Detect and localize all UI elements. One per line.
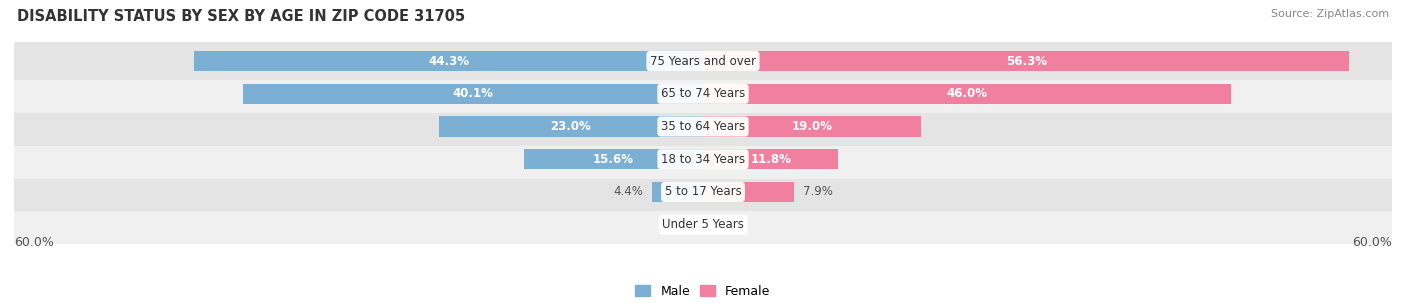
Bar: [14, 107, 1392, 146]
Text: 60.0%: 60.0%: [1353, 236, 1392, 249]
Text: 75 Years and over: 75 Years and over: [650, 54, 756, 67]
Bar: [524, 149, 703, 169]
Bar: [703, 84, 1232, 104]
Text: 4.4%: 4.4%: [613, 185, 644, 199]
Text: 46.0%: 46.0%: [946, 87, 987, 100]
Bar: [14, 74, 1392, 113]
Text: 15.6%: 15.6%: [593, 153, 634, 166]
Text: 23.0%: 23.0%: [551, 120, 592, 133]
Text: 65 to 74 Years: 65 to 74 Years: [661, 87, 745, 100]
Bar: [194, 51, 703, 71]
Bar: [439, 116, 703, 137]
Legend: Male, Female: Male, Female: [630, 280, 776, 302]
Bar: [14, 173, 1392, 211]
Text: 19.0%: 19.0%: [792, 120, 832, 133]
Text: 35 to 64 Years: 35 to 64 Years: [661, 120, 745, 133]
Text: Under 5 Years: Under 5 Years: [662, 218, 744, 231]
Bar: [652, 182, 703, 202]
Text: 44.3%: 44.3%: [429, 54, 470, 67]
Text: 7.9%: 7.9%: [803, 185, 832, 199]
Bar: [703, 51, 1350, 71]
Bar: [14, 42, 1392, 80]
Bar: [703, 182, 794, 202]
Text: 60.0%: 60.0%: [14, 236, 53, 249]
Text: 5 to 17 Years: 5 to 17 Years: [665, 185, 741, 199]
Text: 56.3%: 56.3%: [1005, 54, 1046, 67]
Text: Source: ZipAtlas.com: Source: ZipAtlas.com: [1271, 9, 1389, 19]
Bar: [243, 84, 703, 104]
Bar: [14, 206, 1392, 244]
Text: 40.1%: 40.1%: [453, 87, 494, 100]
Text: 0.0%: 0.0%: [664, 218, 693, 231]
Text: 18 to 34 Years: 18 to 34 Years: [661, 153, 745, 166]
Text: DISABILITY STATUS BY SEX BY AGE IN ZIP CODE 31705: DISABILITY STATUS BY SEX BY AGE IN ZIP C…: [17, 9, 465, 24]
Bar: [703, 149, 838, 169]
Text: 11.8%: 11.8%: [751, 153, 792, 166]
Bar: [703, 116, 921, 137]
Text: 0.0%: 0.0%: [713, 218, 742, 231]
Bar: [14, 140, 1392, 178]
